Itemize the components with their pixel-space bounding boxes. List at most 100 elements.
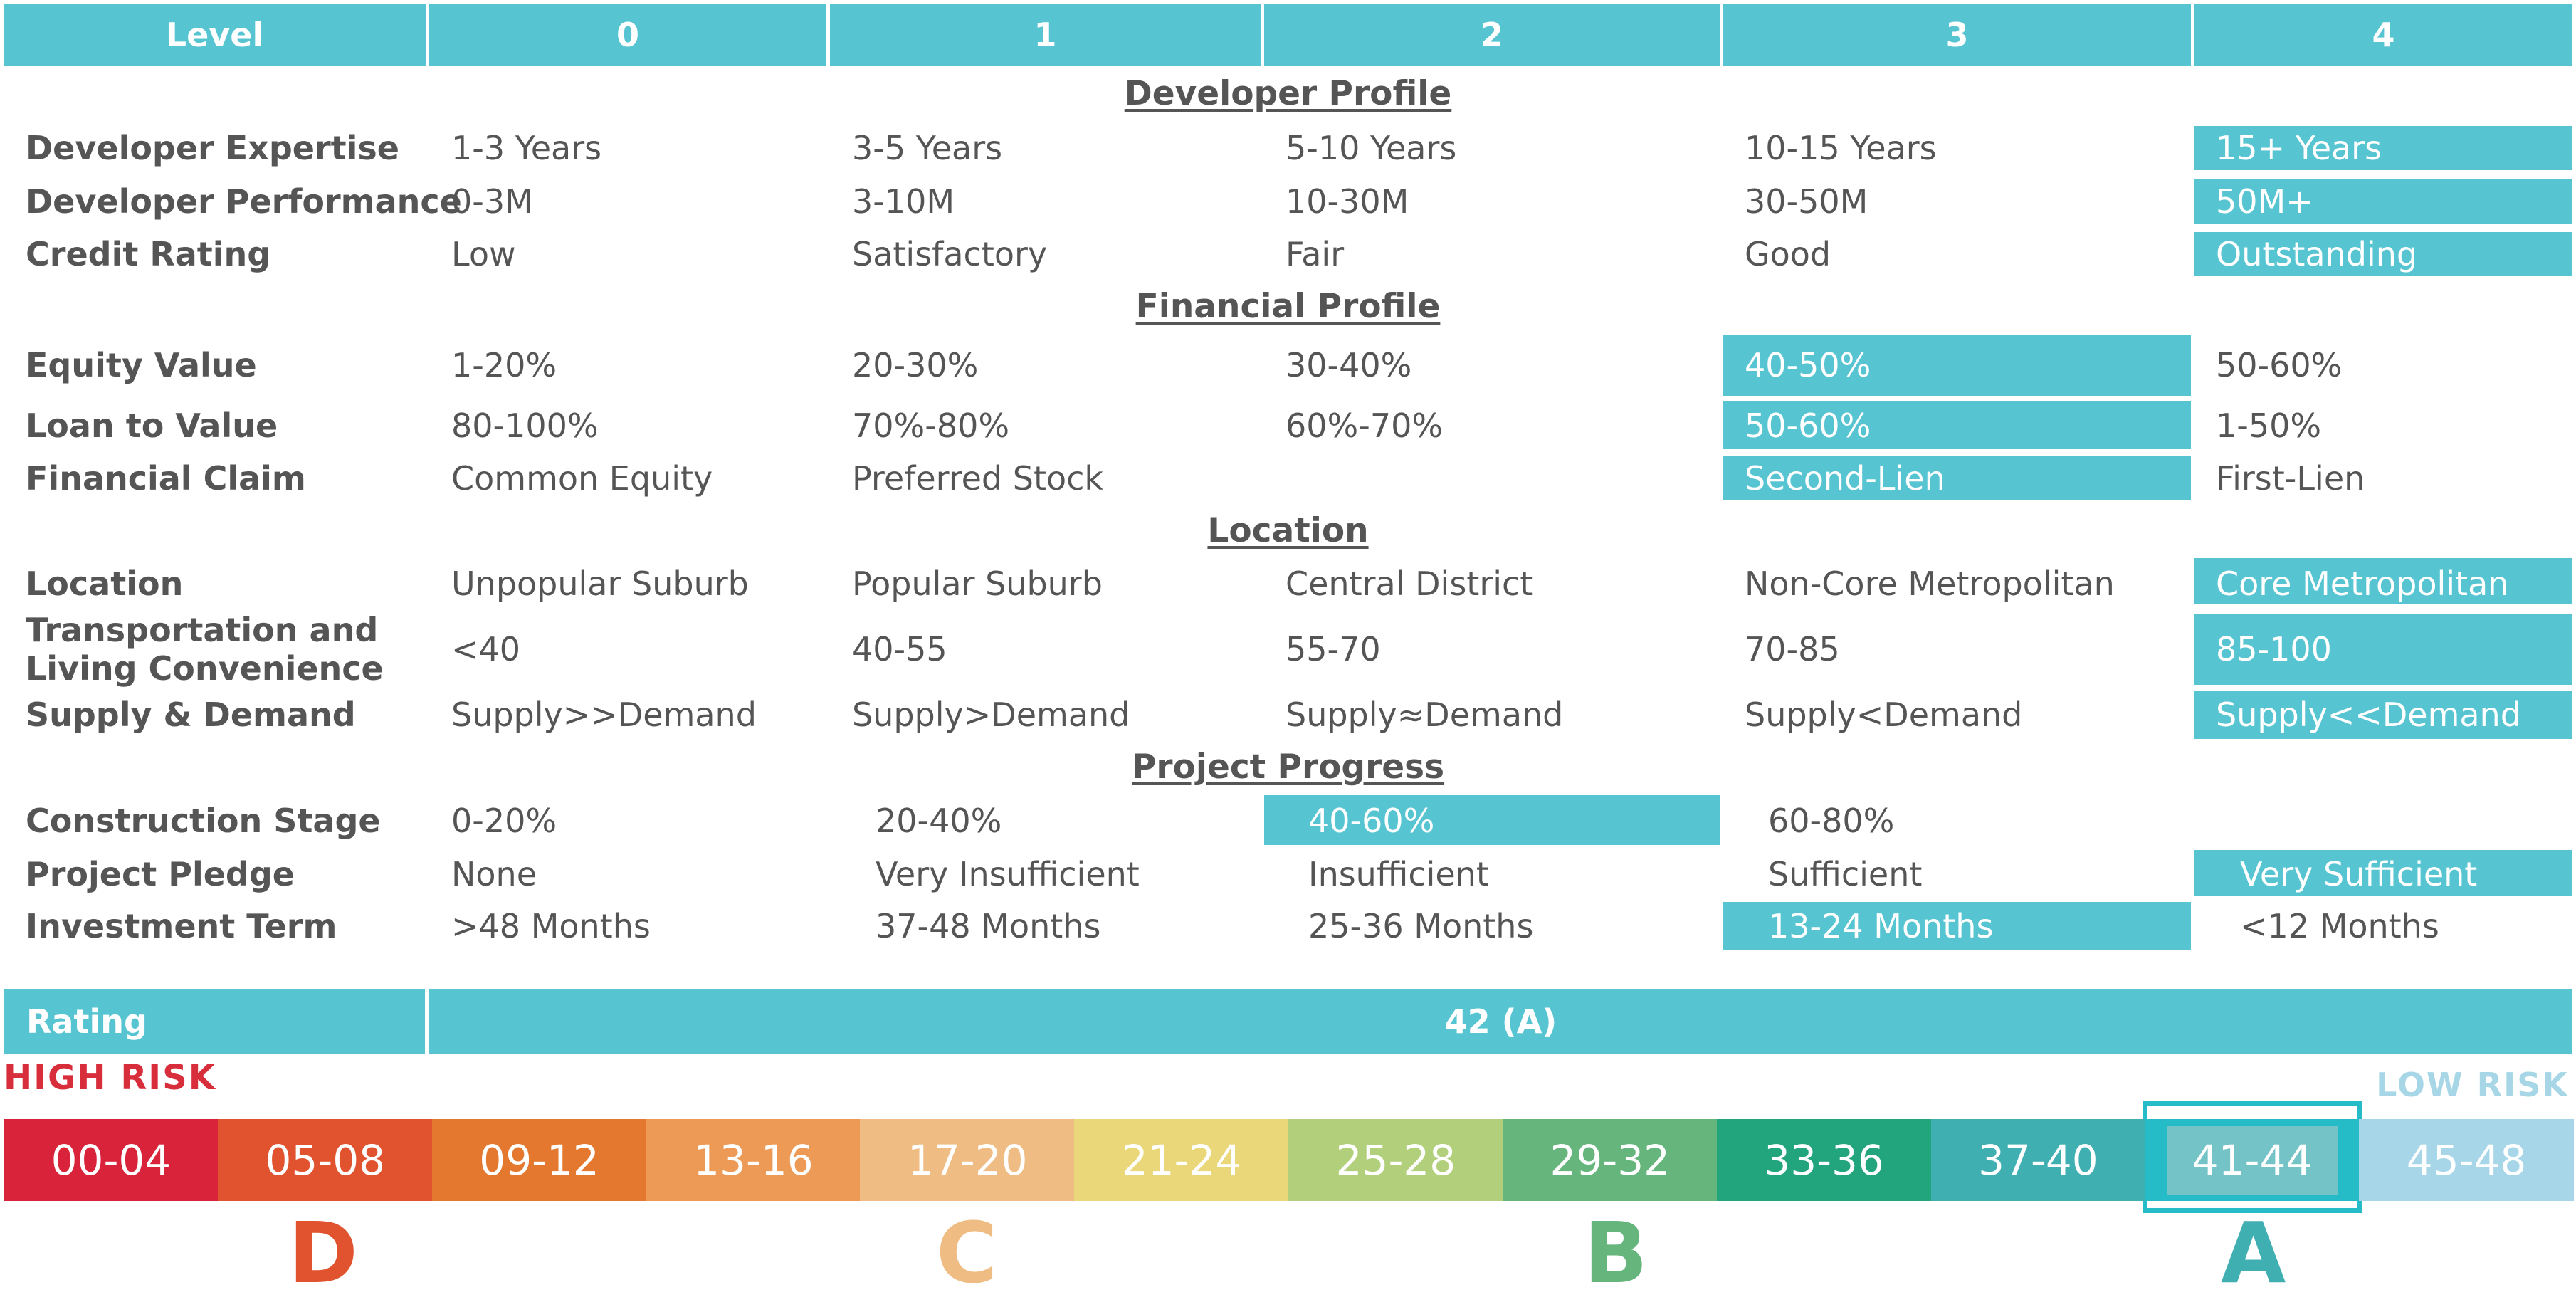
row-label: Location — [26, 565, 184, 603]
selected-highlight — [1723, 401, 2191, 449]
cell-level-1: Preferred Stock — [852, 459, 1104, 498]
row-label-line2: Living Convenience — [26, 649, 384, 688]
row-label: Developer Expertise — [26, 129, 400, 167]
cell-level-1: Popular Suburb — [852, 565, 1103, 603]
cell-level-4: 1-50% — [2216, 406, 2322, 445]
selected-segment-inner — [2167, 1126, 2338, 1195]
level-2-header: 2 — [1264, 4, 1720, 66]
low-risk-label: LOW RISK — [2376, 1066, 2569, 1104]
cell-level-1: 3-10M — [852, 182, 955, 221]
cell-level-0: Supply>>Demand — [451, 695, 757, 734]
level-header-row: Level 0 1 2 3 4 — [0, 0, 2576, 69]
selected-highlight — [1723, 456, 2191, 500]
cell-level-0: 80-100% — [451, 406, 599, 445]
cell-level-3: 60-80% — [1768, 802, 1895, 840]
cell-level-0: Common Equity — [451, 459, 713, 498]
cell-level-1: 20-30% — [852, 346, 979, 384]
cell-level-1: 40-55 — [852, 630, 947, 668]
level-3-header: 3 — [1723, 4, 2191, 66]
cell-level-1: 37-48 Months — [876, 907, 1101, 945]
row-label: Transportation and Living Convenience — [26, 611, 384, 688]
selected-highlight — [2194, 614, 2572, 685]
cell-level-1: Very Insufficient — [876, 855, 1140, 893]
selected-highlight — [2194, 850, 2572, 896]
grade-letter-a: A — [2221, 1204, 2286, 1302]
cell-level-1: 20-40% — [876, 802, 1002, 840]
cell-level-3: Good — [1745, 235, 1831, 273]
cell-level-0: 0-20% — [451, 802, 557, 840]
section-project-progress-text: Project Progress — [1131, 747, 1445, 787]
grade-letter-c: C — [936, 1204, 998, 1302]
cell-level-3: Non-Core Metropolitan — [1745, 565, 2115, 603]
selected-highlight — [2194, 126, 2572, 170]
high-risk-label: HIGH RISK — [4, 1058, 216, 1098]
selected-segment-label: 41-44 — [2192, 1136, 2313, 1185]
cell-level-3-selected: 40-50% — [1745, 346, 1871, 384]
section-project-progress: Project Progress — [0, 747, 2576, 787]
scale-segment: 09-12 — [431, 1119, 647, 1201]
level-header-label: Level — [4, 4, 426, 66]
cell-level-3: 70-85 — [1745, 630, 1840, 668]
row-label: Financial Claim — [26, 459, 306, 498]
cell-level-1: 70%-80% — [852, 406, 1010, 445]
scale-segment: 25-28 — [1288, 1119, 1503, 1201]
row-label: Equity Value — [26, 346, 257, 384]
selected-highlight — [2194, 232, 2572, 276]
row-label: Supply & Demand — [26, 695, 356, 734]
cell-level-4: <12 Months — [2240, 907, 2439, 945]
cell-level-0: >48 Months — [451, 907, 651, 945]
cell-level-4-selected: Outstanding — [2216, 235, 2418, 273]
cell-level-4-selected: 85-100 — [2216, 630, 2332, 668]
cell-level-0: None — [451, 855, 537, 893]
row-label: Credit Rating — [26, 235, 271, 273]
selected-highlight — [2194, 691, 2572, 739]
rating-label: Rating — [4, 989, 425, 1054]
cell-level-3-selected: 50-60% — [1745, 406, 1871, 445]
selected-highlight — [2194, 558, 2572, 604]
cell-level-2-selected: 40-60% — [1308, 802, 1435, 840]
cell-level-4: First-Lien — [2216, 459, 2365, 498]
row-label: Project Pledge — [26, 855, 295, 893]
row-label: Investment Term — [26, 907, 337, 945]
section-location: Location — [0, 511, 2576, 550]
cell-level-0: Low — [451, 235, 516, 273]
cell-level-4-selected: Core Metropolitan — [2216, 565, 2509, 603]
rating-bar: Rating 42 (A) — [0, 989, 2576, 1054]
section-developer-profile-text: Developer Profile — [1124, 74, 1452, 113]
cell-level-0: 1-3 Years — [451, 129, 602, 167]
cell-level-1: Satisfactory — [852, 235, 1048, 273]
row-label: Loan to Value — [26, 406, 278, 445]
cell-level-4-selected: 50M+ — [2216, 182, 2313, 221]
cell-level-2: Insufficient — [1308, 855, 1489, 893]
section-developer-profile: Developer Profile — [0, 74, 2576, 113]
cell-level-2: Supply≈Demand — [1286, 695, 1564, 734]
row-label: Construction Stage — [26, 802, 381, 840]
cell-level-2: 60%-70% — [1286, 406, 1444, 445]
row-label-line1: Transportation and — [26, 611, 379, 649]
cell-level-2: Fair — [1286, 235, 1345, 273]
rating-value: 42 (A) — [429, 989, 2572, 1054]
grade-letter-b: B — [1584, 1204, 1648, 1302]
cell-level-2: Central District — [1286, 565, 1533, 603]
cell-level-3: Supply<Demand — [1745, 695, 2023, 734]
level-4-header: 4 — [2194, 4, 2572, 66]
section-financial-profile: Financial Profile — [0, 287, 2576, 326]
cell-level-1: 3-5 Years — [852, 129, 1003, 167]
level-0-header: 0 — [429, 4, 826, 66]
cell-level-2: 55-70 — [1286, 630, 1381, 668]
selected-highlight — [1264, 795, 1720, 845]
cell-level-4-selected: Very Sufficient — [2240, 855, 2478, 893]
scale-segment: 29-32 — [1502, 1119, 1718, 1201]
scale-segment: 00-04 — [4, 1119, 219, 1201]
cell-level-3-selected: 13-24 Months — [1768, 907, 1994, 945]
scale-segment: 17-20 — [860, 1119, 1076, 1201]
cell-level-4-selected: Supply<<Demand — [2216, 695, 2521, 734]
cell-level-3: 30-50M — [1745, 182, 1868, 221]
section-financial-profile-text: Financial Profile — [1135, 287, 1441, 326]
cell-level-0: Unpopular Suburb — [451, 565, 749, 603]
scale-segment: 33-36 — [1716, 1119, 1932, 1201]
section-location-text: Location — [1207, 511, 1369, 550]
selected-highlight — [2194, 179, 2572, 224]
cell-level-4-selected: 15+ Years — [2216, 129, 2382, 167]
level-1-header: 1 — [830, 4, 1261, 66]
